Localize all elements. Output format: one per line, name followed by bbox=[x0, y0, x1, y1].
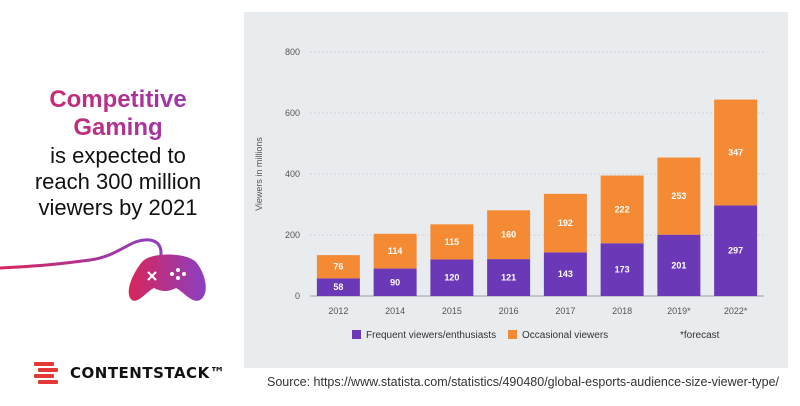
data-label-occasional: 115 bbox=[445, 237, 460, 247]
headline-line-4: reach 300 million bbox=[34, 168, 202, 194]
legend-label-frequent: Frequent viewers/enthusiasts bbox=[366, 330, 496, 341]
y-tick-label: 400 bbox=[285, 169, 300, 179]
bar-occasional bbox=[316, 255, 360, 279]
bar-occasional bbox=[600, 175, 644, 244]
bar-frequent bbox=[714, 205, 758, 296]
data-label-occasional: 76 bbox=[333, 262, 343, 272]
headline-line-5: viewers by 2021 bbox=[38, 194, 198, 220]
bar-frequent bbox=[373, 268, 417, 296]
data-label-frequent: 58 bbox=[333, 282, 343, 292]
source-text: Source: https://www.statista.com/statist… bbox=[266, 375, 780, 389]
data-label-frequent: 121 bbox=[501, 273, 516, 283]
headline-line-2: Gaming bbox=[0, 114, 236, 142]
bar-occasional bbox=[543, 193, 587, 253]
data-label-frequent: 201 bbox=[671, 260, 686, 270]
x-tick-label: 2012 bbox=[328, 306, 348, 316]
y-tick-label: 0 bbox=[295, 291, 300, 301]
forecast-note: *forecast bbox=[680, 330, 720, 341]
x-tick-label: 2015 bbox=[442, 306, 462, 316]
x-tick-label: 2016 bbox=[499, 306, 519, 316]
chart-panel: 0 200 400 600 800 Viewers in millions 58 76 2012… bbox=[244, 12, 788, 368]
bar-frequent bbox=[316, 278, 360, 296]
x-tick-label: 2022* bbox=[724, 306, 748, 316]
legend-swatch-frequent bbox=[352, 330, 361, 339]
x-tick-label: 2019* bbox=[667, 306, 691, 316]
bar-frequent bbox=[430, 259, 474, 296]
bar-occasional bbox=[373, 233, 417, 269]
data-label-occasional: 114 bbox=[388, 246, 403, 256]
bar-frequent bbox=[543, 252, 587, 296]
data-label-occasional: 222 bbox=[615, 204, 630, 214]
bar-occasional bbox=[714, 99, 758, 206]
bar-occasional bbox=[430, 224, 474, 260]
legend-label-occasional: Occasional viewers bbox=[522, 330, 608, 341]
y-tick-label: 800 bbox=[285, 47, 300, 57]
x-tick-label: 2014 bbox=[385, 306, 405, 316]
bar-occasional bbox=[657, 157, 701, 235]
gamepad-icon bbox=[128, 254, 206, 301]
brand-logo: CONTENTSTACK™ bbox=[34, 362, 225, 384]
data-label-frequent: 173 bbox=[615, 265, 630, 275]
y-tick-label: 200 bbox=[285, 230, 300, 240]
brand-name: CONTENTSTACK™ bbox=[70, 364, 226, 382]
data-label-occasional: 160 bbox=[501, 230, 516, 240]
bar-frequent bbox=[657, 234, 701, 296]
data-label-occasional: 192 bbox=[558, 218, 573, 228]
y-axis-label: Viewers in millions bbox=[254, 137, 264, 211]
x-tick-label: 2017 bbox=[555, 306, 575, 316]
bar-occasional bbox=[487, 210, 531, 260]
headline-line-1: Competitive bbox=[0, 86, 236, 114]
headline: Competitive Gaming is expected to reach … bbox=[0, 86, 236, 220]
data-label-frequent: 297 bbox=[728, 246, 743, 256]
controller-cable-icon bbox=[0, 238, 206, 301]
contentstack-logo-icon bbox=[34, 362, 58, 384]
data-label-occasional: 253 bbox=[671, 191, 686, 201]
bar-frequent bbox=[600, 243, 644, 296]
headline-line-3: is expected to bbox=[50, 142, 186, 168]
data-label-frequent: 120 bbox=[444, 273, 459, 283]
bar-frequent bbox=[487, 259, 531, 296]
data-label-frequent: 90 bbox=[390, 277, 400, 287]
data-label-frequent: 143 bbox=[558, 269, 573, 279]
y-tick-label: 600 bbox=[285, 108, 300, 118]
data-label-occasional: 347 bbox=[728, 147, 743, 157]
legend-swatch-occasional bbox=[508, 330, 517, 339]
x-tick-label: 2018 bbox=[612, 306, 632, 316]
